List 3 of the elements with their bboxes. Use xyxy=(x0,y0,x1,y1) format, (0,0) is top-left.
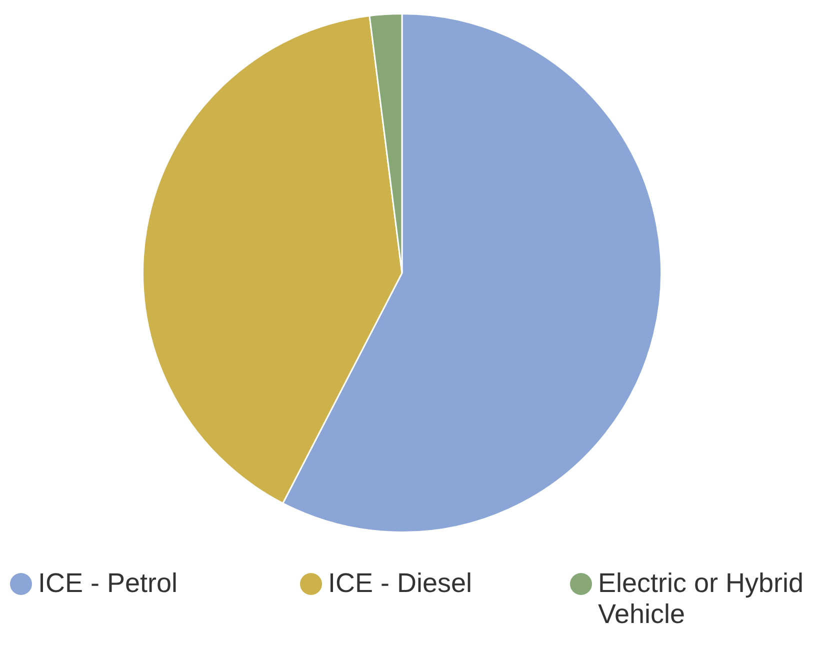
legend-label: ICE - Petrol xyxy=(38,568,178,599)
legend-label: Electric or Hybrid Vehicle xyxy=(598,568,805,630)
legend-label: ICE - Diesel xyxy=(328,568,472,599)
